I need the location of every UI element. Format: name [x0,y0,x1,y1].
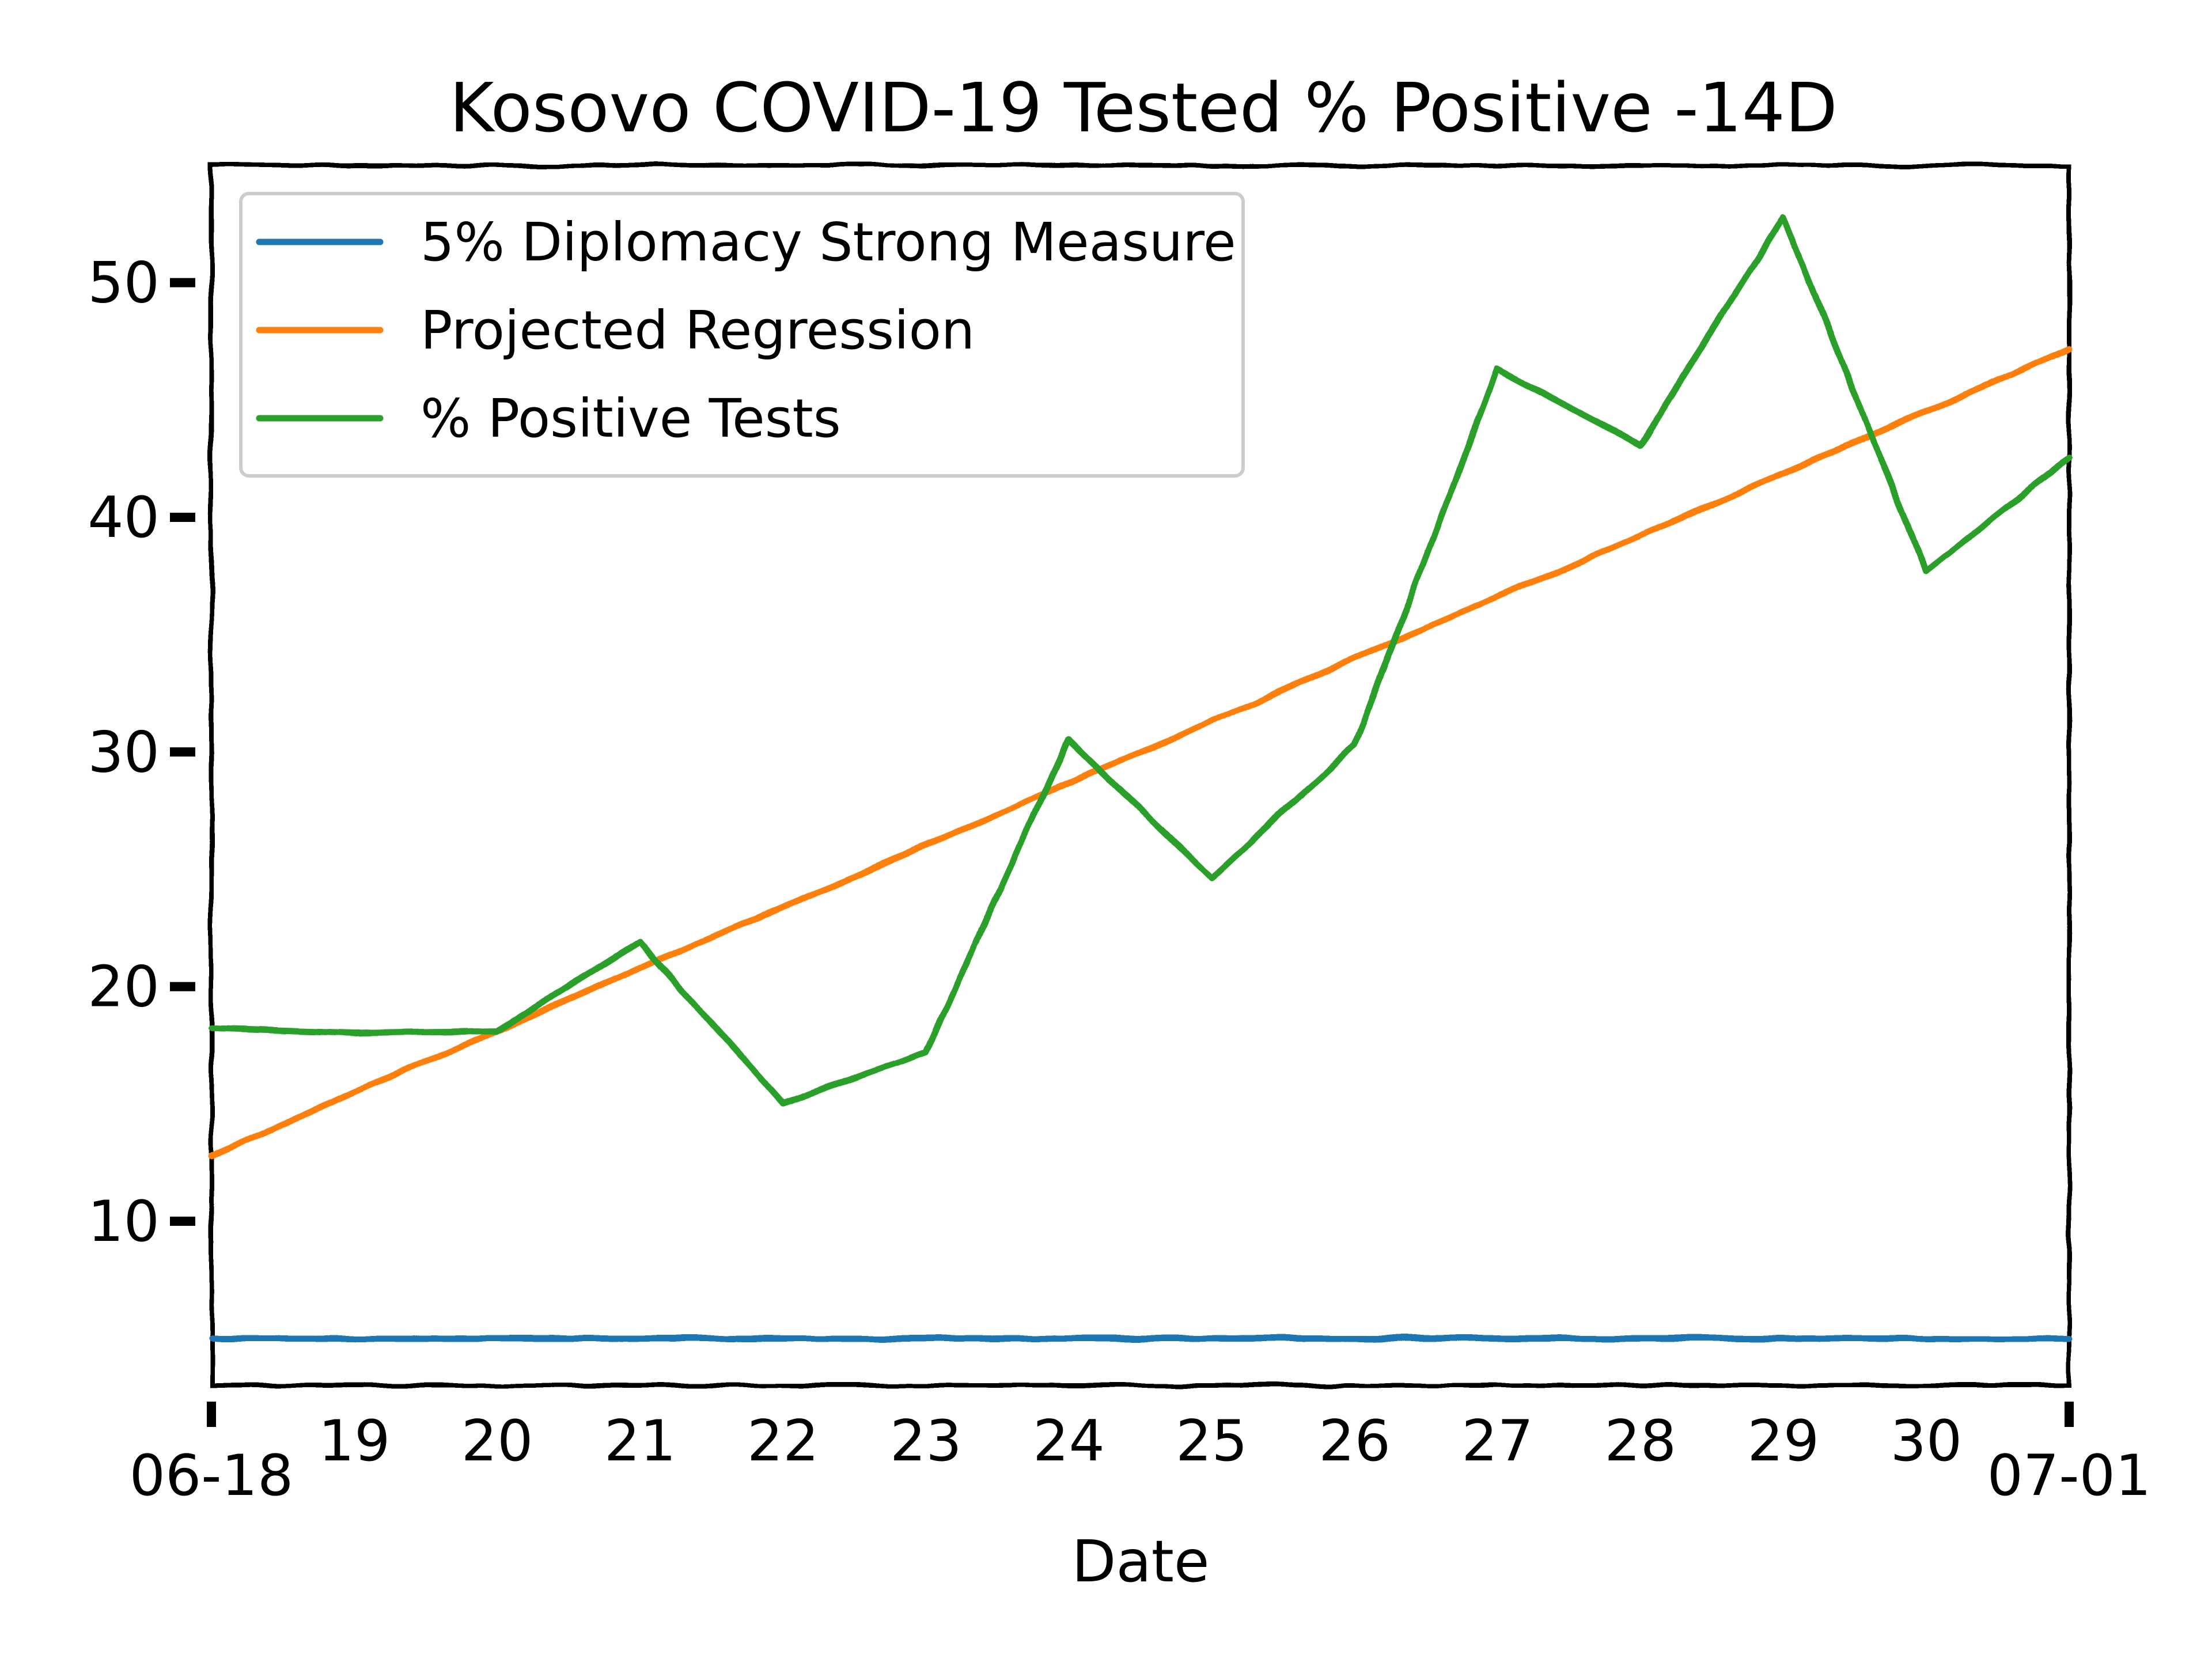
legend-box [239,192,1245,478]
legend-label-2: % Positive Tests [421,388,841,449]
x-axis-label: Date [1071,1528,1209,1595]
legend-label-0: 5% Diplomacy Strong Measure [421,211,1236,273]
y-tick-label: 20 [88,955,160,1020]
x-tick-label: 19 [319,1409,391,1474]
x-tick-label: 29 [1747,1409,1819,1474]
y-tick-label: 40 [88,485,160,551]
x-tick-label: 23 [890,1409,962,1474]
x-tick-label: 06-18 [130,1443,294,1509]
x-tick-label: 21 [604,1409,676,1474]
x-tick-label: 22 [747,1409,819,1474]
y-tick-label: 10 [88,1189,160,1255]
x-tick-label: 27 [1461,1409,1533,1474]
y-tick-label: 30 [88,720,160,785]
legend-label-1: Projected Regression [421,300,975,361]
x-axis-ticks: 06-18 19 20 21 22 23 24 25 26 27 28 29 30 07-01 [130,1402,2152,1509]
series-line-1 [208,345,2073,1159]
x-tick-label: 26 [1319,1409,1391,1474]
y-tick-label: 50 [88,251,160,316]
x-tick-label: 24 [1033,1409,1105,1474]
x-tick-label: 25 [1176,1409,1248,1474]
legend: 5% Diplomacy Strong Measure Projected Reg… [239,192,1245,478]
x-tick-label: 07-01 [1987,1443,2152,1509]
series-line-2 [208,214,2073,1107]
chart-title: Kosovo COVID-19 Tested % Positive -14D [449,68,1838,147]
x-tick-label: 28 [1604,1409,1676,1474]
series-layer [208,214,2073,1342]
x-tick-label: 20 [461,1409,533,1474]
y-axis-ticks: 10 20 30 40 50 [88,251,195,1255]
x-tick-label: 30 [1891,1409,1963,1474]
plot-frame [209,163,2071,1388]
